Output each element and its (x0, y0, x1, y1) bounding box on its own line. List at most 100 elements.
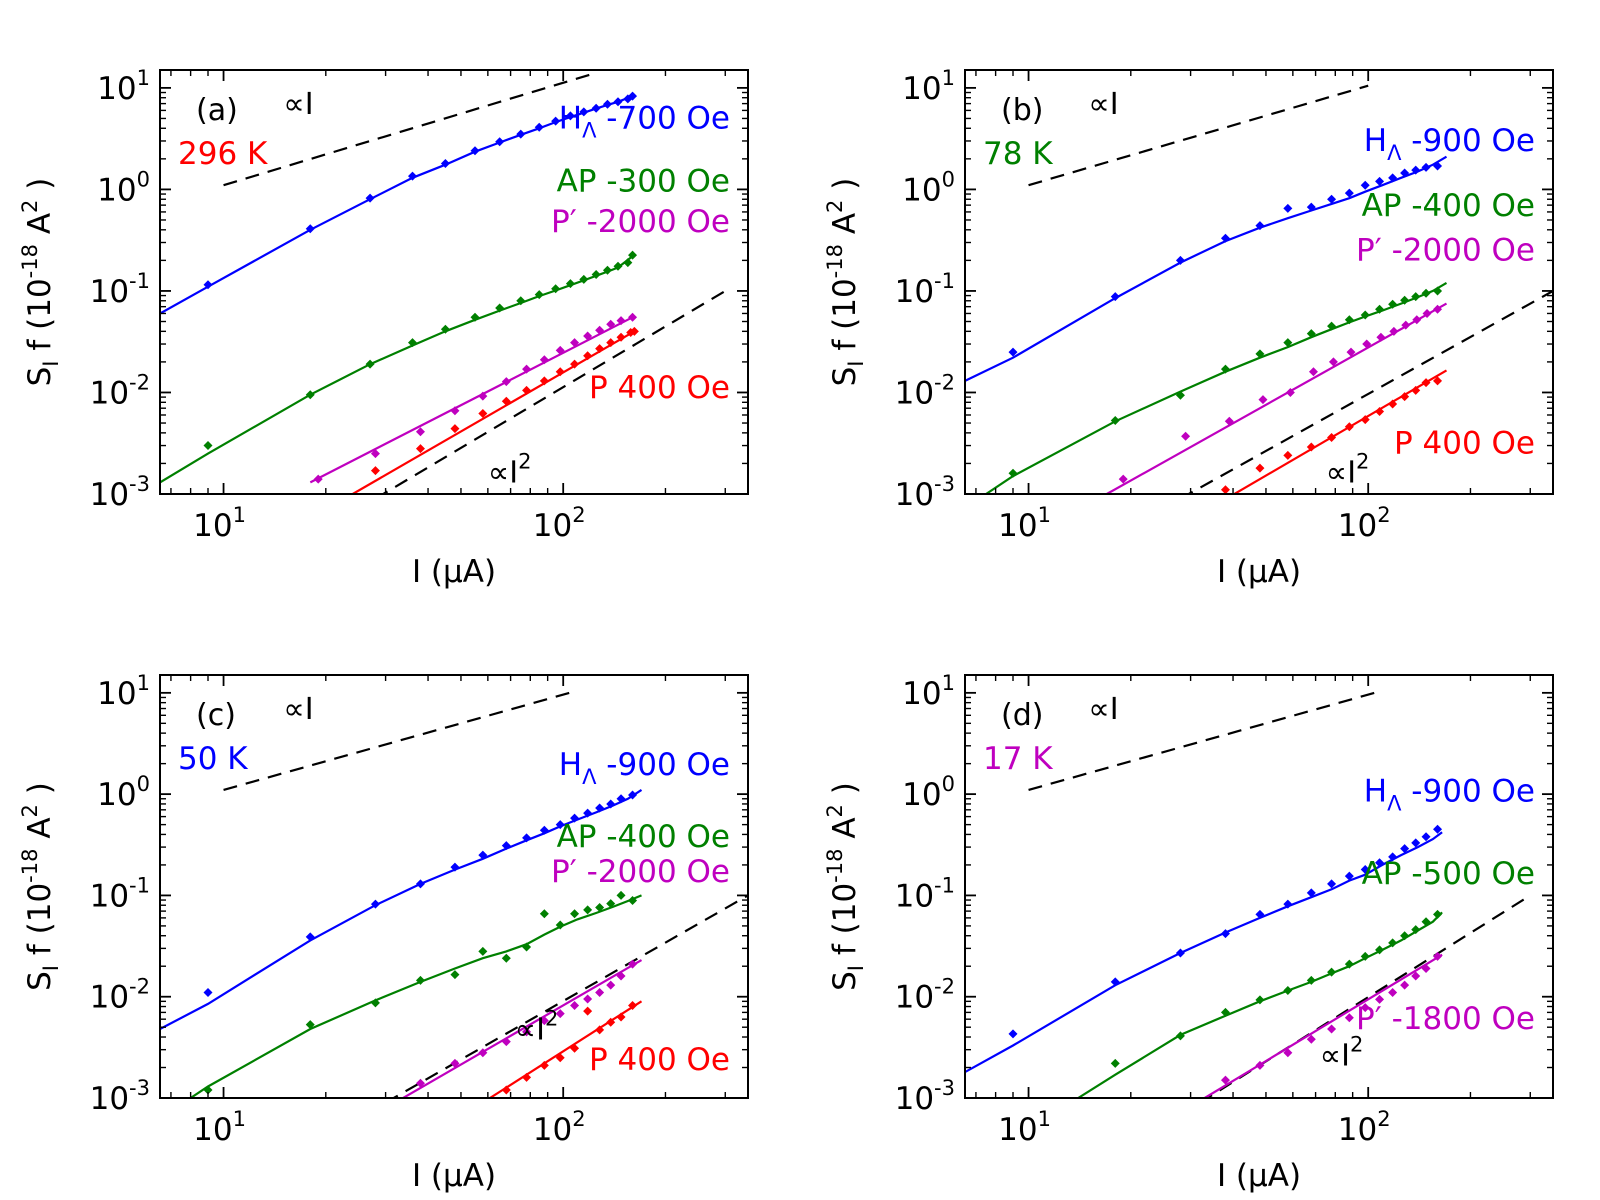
fit-line-H (160, 788, 643, 1030)
data-point-H (1306, 202, 1316, 212)
data-point-Pp (1220, 1075, 1230, 1085)
data-point-P (1421, 378, 1431, 388)
data-point-Pp (616, 316, 626, 326)
data-point-AP (1175, 1031, 1185, 1041)
data-point-P (539, 1060, 549, 1070)
data-point-AP (1283, 986, 1293, 996)
data-point-P (583, 1006, 593, 1016)
data-point-H (1220, 929, 1230, 939)
data-point-H (440, 158, 450, 168)
data-point-H (606, 799, 616, 809)
data-point-P (539, 376, 549, 386)
data-point-AP (623, 258, 633, 268)
data-point-P (570, 1043, 580, 1053)
guide-label-quadratic: ∝I2 (1326, 449, 1370, 490)
data-point-H (1433, 161, 1443, 171)
data-point-AP (1360, 310, 1370, 320)
data-point-Pp (628, 959, 638, 969)
y-tick-label: 10-1 (895, 269, 955, 310)
data-point-Pp (539, 1016, 549, 1026)
panel-tag: (c) (196, 698, 236, 733)
y-tick-label: 100 (97, 167, 150, 208)
data-point-P (1388, 399, 1398, 409)
data-point-AP (203, 441, 213, 451)
data-point-H (1175, 948, 1185, 958)
data-point-AP (1411, 292, 1421, 302)
data-point-Pp (628, 312, 638, 322)
y-axis-title: SI f (10-18 A2 ) (18, 782, 63, 991)
y-tick-label: 10-1 (90, 873, 150, 914)
series-label-Pp: P′ -2000 Oe (1356, 232, 1535, 268)
data-point-H (370, 899, 380, 909)
data-point-P (555, 1053, 565, 1063)
series-label-P: P 400 Oe (589, 370, 730, 406)
data-point-AP (595, 902, 605, 912)
data-point-Pp (1224, 416, 1234, 426)
guide-line-quadratic (1186, 289, 1553, 494)
data-point-Pp (1422, 308, 1432, 318)
data-point-H (583, 808, 593, 818)
data-point-AP (1388, 938, 1398, 948)
data-point-Pp (501, 377, 511, 387)
guide-line-linear (1028, 84, 1369, 187)
data-point-H (1421, 832, 1431, 842)
data-point-Pp (1328, 357, 1338, 367)
data-point-AP (583, 905, 593, 915)
data-point-AP (1400, 931, 1410, 941)
data-point-AP (1411, 925, 1421, 935)
data-point-Pp (1283, 1048, 1293, 1058)
x-tick-label: 101 (193, 1107, 246, 1148)
data-point-H (478, 850, 488, 860)
data-point-AP (407, 338, 417, 348)
panel-tag: (b) (1001, 93, 1043, 128)
data-point-H (450, 862, 460, 872)
guide-label-linear: ∝I (1088, 87, 1118, 122)
data-point-AP (516, 296, 526, 306)
data-point-P (570, 359, 580, 369)
fit-line-P (487, 1000, 643, 1098)
x-tick-label: 101 (998, 503, 1051, 544)
data-point-Pp (415, 1078, 425, 1088)
data-point-AP (1327, 321, 1337, 331)
data-point-Pp (501, 1037, 511, 1047)
guide-line-quadratic (1205, 894, 1531, 1098)
data-point-Pp (570, 338, 580, 348)
data-point-AP (440, 324, 450, 334)
y-tick-label: 100 (902, 772, 955, 813)
data-point-AP (1110, 1058, 1120, 1068)
data-point-AP (606, 899, 616, 909)
guide-label-linear: ∝I (1088, 692, 1118, 727)
data-point-H (1344, 188, 1354, 198)
data-point-P (501, 396, 511, 406)
data-point-Pp (595, 325, 605, 335)
data-point-AP (478, 946, 488, 956)
data-point-AP (495, 303, 505, 313)
data-point-P (1400, 392, 1410, 402)
data-point-P (1327, 433, 1337, 443)
data-point-AP (616, 890, 626, 900)
data-point-H (1388, 852, 1398, 862)
data-point-H (591, 103, 601, 113)
data-point-Pp (1400, 980, 1410, 990)
data-point-Pp (1401, 320, 1411, 330)
data-point-AP (1255, 995, 1265, 1005)
data-point-P (1283, 450, 1293, 460)
fit-line-Pp (309, 316, 634, 484)
y-tick-label: 10-1 (90, 269, 150, 310)
data-point-H (1008, 1029, 1018, 1039)
x-axis-title: I (μA) (1217, 554, 1301, 590)
data-point-AP (1388, 299, 1398, 309)
y-tick-label: 100 (902, 167, 955, 208)
data-point-H (1283, 203, 1293, 213)
x-axis-title: I (μA) (412, 554, 496, 590)
y-tick-label: 10-2 (90, 975, 150, 1016)
data-point-P (583, 351, 593, 361)
data-point-Pp (1327, 1024, 1337, 1034)
data-point-H (570, 813, 580, 823)
data-point-H (1375, 858, 1385, 868)
data-point-AP (1220, 1007, 1230, 1017)
series-label-AP: AP -500 Oe (1362, 856, 1535, 892)
data-point-AP (591, 270, 601, 280)
plot-area (160, 73, 726, 494)
